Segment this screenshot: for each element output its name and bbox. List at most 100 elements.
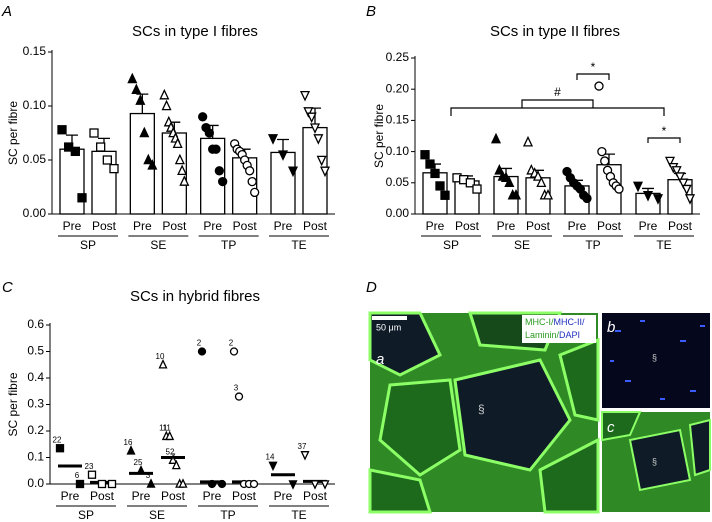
point xyxy=(303,107,314,118)
point xyxy=(139,126,150,138)
group-label: TP xyxy=(221,238,236,252)
point xyxy=(89,128,99,138)
point-label: 3 xyxy=(146,471,151,480)
x-tick-label: Pre xyxy=(274,219,293,233)
chart-title: SCs in hybrid fibres xyxy=(130,288,260,305)
scale-bar xyxy=(372,316,407,320)
point-label: 3 xyxy=(234,384,239,393)
y-tick-label: 0.10 xyxy=(386,144,410,158)
point-label: 11 xyxy=(163,423,172,432)
stain-legend-line2: Laminin/DAPI xyxy=(525,330,580,340)
y-tick-label: 0.05 xyxy=(23,152,47,166)
point xyxy=(207,479,217,489)
point xyxy=(161,99,172,111)
point xyxy=(147,159,158,170)
point xyxy=(425,159,435,169)
subpanel-label: b xyxy=(607,319,615,336)
point xyxy=(300,451,310,461)
point xyxy=(435,181,445,191)
point xyxy=(75,479,85,489)
point xyxy=(249,479,259,489)
point-label: 22 xyxy=(53,435,62,444)
point xyxy=(250,187,260,198)
x-tick-label: Post xyxy=(303,219,328,233)
point xyxy=(107,479,117,489)
point xyxy=(313,134,324,145)
y-axis-label: SC per fibre xyxy=(6,372,20,436)
group-label: SP xyxy=(78,508,94,522)
point xyxy=(218,176,228,187)
point xyxy=(158,359,168,369)
x-tick-label: Post xyxy=(92,219,117,233)
chart-title: SCs in type I fibres xyxy=(132,23,258,40)
point xyxy=(214,166,224,176)
point xyxy=(87,470,97,479)
nuclei xyxy=(610,320,705,400)
x-tick-label: Pre xyxy=(568,219,587,233)
symbol: § xyxy=(652,456,657,466)
y-tick-label: 0.1 xyxy=(27,450,44,464)
point xyxy=(136,465,146,475)
point-label: 25 xyxy=(134,458,143,467)
point xyxy=(198,112,208,122)
point xyxy=(440,190,450,200)
x-tick-label: Post xyxy=(162,219,187,233)
x-tick-label: Pre xyxy=(63,219,82,233)
point xyxy=(179,175,190,186)
point xyxy=(532,170,544,181)
point xyxy=(217,479,227,489)
symbol: § xyxy=(652,352,657,362)
point-label: 14 xyxy=(266,453,275,462)
y-tick-label: 0.00 xyxy=(386,206,410,220)
annotation: # xyxy=(554,85,561,99)
x-tick-label: Post xyxy=(526,219,551,233)
x-tick-label: Post xyxy=(90,489,115,503)
point xyxy=(614,184,624,194)
panel-label: A xyxy=(1,3,12,20)
y-axis-label: SC per fibre xyxy=(6,101,20,165)
bracket xyxy=(647,137,681,143)
point xyxy=(632,181,644,193)
point xyxy=(597,146,607,157)
group-label: TE xyxy=(656,238,671,252)
point xyxy=(642,191,654,202)
point xyxy=(247,176,257,187)
x-tick-label: Pre xyxy=(426,219,445,233)
y-axis-label: SC per fibre xyxy=(372,104,386,168)
point xyxy=(316,155,327,167)
y-tick-label: 0.20 xyxy=(386,81,410,95)
stain-label: MHC-I/ xyxy=(525,317,554,327)
x-tick-label: Post xyxy=(597,219,622,233)
stain-legend xyxy=(522,315,596,343)
fibres xyxy=(601,411,711,492)
subpanel-label: c xyxy=(607,419,615,436)
point xyxy=(600,156,610,166)
point xyxy=(174,153,185,165)
y-tick-label: 0.15 xyxy=(386,113,410,127)
group-label: TE xyxy=(291,238,306,252)
scale-bar-label: 50 μm xyxy=(376,322,401,332)
bracket xyxy=(521,99,594,108)
point xyxy=(671,166,682,177)
y-tick-label: 0.6 xyxy=(27,317,44,331)
point xyxy=(135,94,146,105)
point-label: 7 xyxy=(171,453,176,462)
point xyxy=(465,178,475,188)
group-label: TP xyxy=(220,508,235,522)
point xyxy=(172,137,183,149)
y-tick-label: 0.2 xyxy=(27,423,44,437)
x-tick-label: Post xyxy=(455,219,480,233)
annotation: * xyxy=(591,60,596,74)
point xyxy=(536,176,547,188)
point xyxy=(277,150,289,161)
point xyxy=(229,347,239,356)
point xyxy=(510,188,522,200)
y-tick-label: 0.5 xyxy=(27,344,44,358)
point xyxy=(287,166,299,178)
x-tick-label: Pre xyxy=(203,489,222,503)
y-tick-label: 0.10 xyxy=(23,98,47,112)
point-label: 6 xyxy=(75,471,80,480)
point xyxy=(430,168,440,179)
point xyxy=(197,347,207,356)
chart: B SCs in type II fibres SC per fibre 0.00 0.… xyxy=(366,3,700,252)
